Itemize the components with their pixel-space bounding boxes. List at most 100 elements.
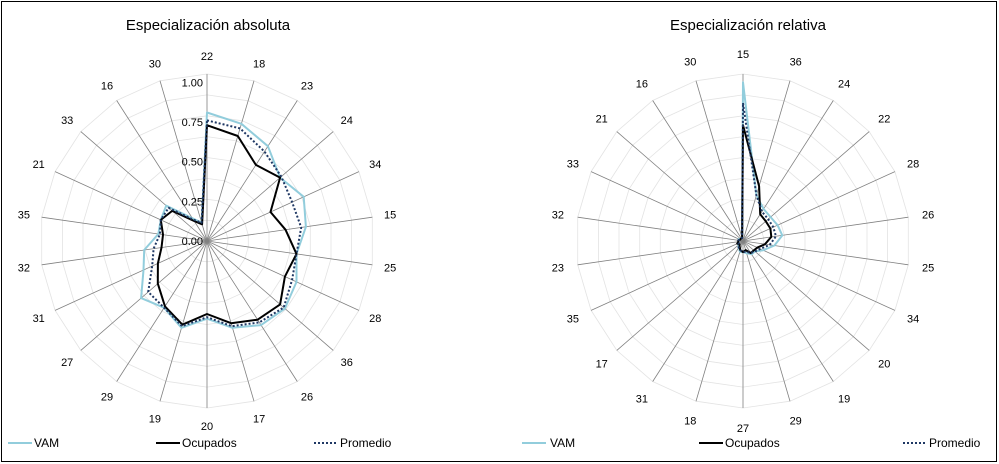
category-label: 18	[684, 415, 696, 427]
category-label: 20	[878, 359, 890, 371]
category-label: 25	[922, 263, 934, 275]
category-label: 24	[838, 79, 850, 91]
spoke	[616, 131, 744, 242]
spoke	[41, 240, 208, 266]
spoke	[742, 240, 896, 311]
series-vam	[140, 111, 307, 329]
legend-vam-label: VAM	[550, 436, 575, 450]
category-label: 22	[201, 51, 213, 63]
spoke	[590, 240, 744, 311]
category-label: 29	[790, 415, 802, 427]
radar-0: 22 18 23 24 34 15 25 28 36 26 17 20 19 29 27 31 32 35 21 33…	[18, 51, 396, 433]
spoke	[206, 240, 360, 311]
spoke	[206, 216, 373, 242]
spoke	[159, 240, 208, 402]
spoke	[742, 80, 791, 242]
spoke	[577, 216, 744, 242]
chart-title-relativa: Especialización relativa	[670, 17, 827, 34]
category-label: 33	[567, 158, 579, 170]
category-label: 19	[149, 414, 161, 426]
spoke	[742, 240, 834, 382]
category-label: 29	[101, 392, 113, 404]
spoke	[206, 100, 298, 242]
category-label: 16	[101, 80, 113, 92]
category-label: 32	[552, 209, 564, 221]
spoke	[206, 240, 298, 382]
tick-label: 0.75	[182, 117, 203, 129]
legend-promedio-label: Promedio	[929, 436, 981, 450]
legend-ocupados-label: Ocupados	[182, 436, 237, 450]
spoke	[652, 240, 744, 382]
spoke	[41, 216, 208, 242]
series-ocupados	[156, 124, 298, 326]
category-label: 35	[567, 314, 579, 326]
category-label: 35	[18, 210, 30, 222]
category-label: 18	[253, 59, 265, 71]
spoke	[652, 100, 744, 242]
radar-1: 15 36 24 22 28 26 25 34 20 19 29 27 18 31 17 35 23 32 33 21…	[552, 49, 934, 435]
category-label: 31	[33, 313, 45, 325]
legend-relativa: VAM Ocupados Promedio	[522, 436, 981, 450]
spoke	[206, 171, 360, 242]
category-label: 34	[907, 314, 919, 326]
spoke	[742, 171, 896, 242]
spoke	[54, 240, 208, 311]
spoke	[742, 131, 870, 242]
spoke	[206, 240, 255, 402]
category-label: 16	[636, 79, 648, 91]
category-label: 27	[61, 357, 73, 369]
spoke	[577, 240, 744, 266]
legend-ocupados-label: Ocupados	[725, 436, 780, 450]
series-promedio	[147, 119, 303, 328]
spoke	[80, 131, 208, 242]
category-label: 23	[552, 263, 564, 275]
category-label: 27	[737, 423, 749, 435]
legend-promedio-label: Promedio	[340, 436, 392, 450]
chart-title-absoluta: Especialización absoluta	[126, 17, 291, 34]
category-label: 25	[384, 262, 396, 274]
category-label: 17	[596, 359, 608, 371]
legend-vam-label: VAM	[34, 436, 59, 450]
category-label: 36	[341, 357, 353, 369]
spoke	[206, 240, 373, 266]
category-label: 20	[201, 421, 213, 433]
category-label: 32	[18, 262, 30, 274]
category-label: 21	[596, 114, 608, 126]
category-label: 15	[737, 49, 749, 61]
spoke	[206, 131, 334, 242]
category-label: 17	[253, 414, 265, 426]
category-label: 21	[33, 159, 45, 171]
category-label: 33	[61, 115, 73, 127]
spoke	[54, 171, 208, 242]
tick-label: 0.00	[182, 236, 203, 248]
spoke	[695, 240, 744, 402]
category-label: 28	[369, 313, 381, 325]
category-label: 19	[838, 393, 850, 405]
category-label: 23	[301, 80, 313, 92]
category-label: 26	[301, 392, 313, 404]
category-label: 34	[369, 159, 381, 171]
category-label: 15	[384, 210, 396, 222]
legend-absoluta: VAM Ocupados Promedio	[8, 436, 392, 450]
spoke	[80, 240, 208, 351]
category-label: 30	[149, 59, 161, 71]
category-label: 28	[907, 158, 919, 170]
category-label: 31	[636, 393, 648, 405]
category-label: 24	[341, 115, 353, 127]
spoke	[742, 240, 870, 351]
spoke	[695, 80, 744, 242]
spoke	[590, 171, 744, 242]
spoke	[116, 240, 208, 382]
category-label: 36	[790, 57, 802, 69]
category-label: 22	[878, 114, 890, 126]
spoke	[742, 100, 834, 242]
tick-label: 1.00	[182, 77, 203, 89]
spoke	[206, 80, 255, 242]
series-ocupados	[736, 124, 773, 254]
category-label: 26	[922, 209, 934, 221]
spoke	[159, 80, 208, 242]
tick-label: 0.50	[182, 157, 203, 169]
spoke	[616, 240, 744, 351]
